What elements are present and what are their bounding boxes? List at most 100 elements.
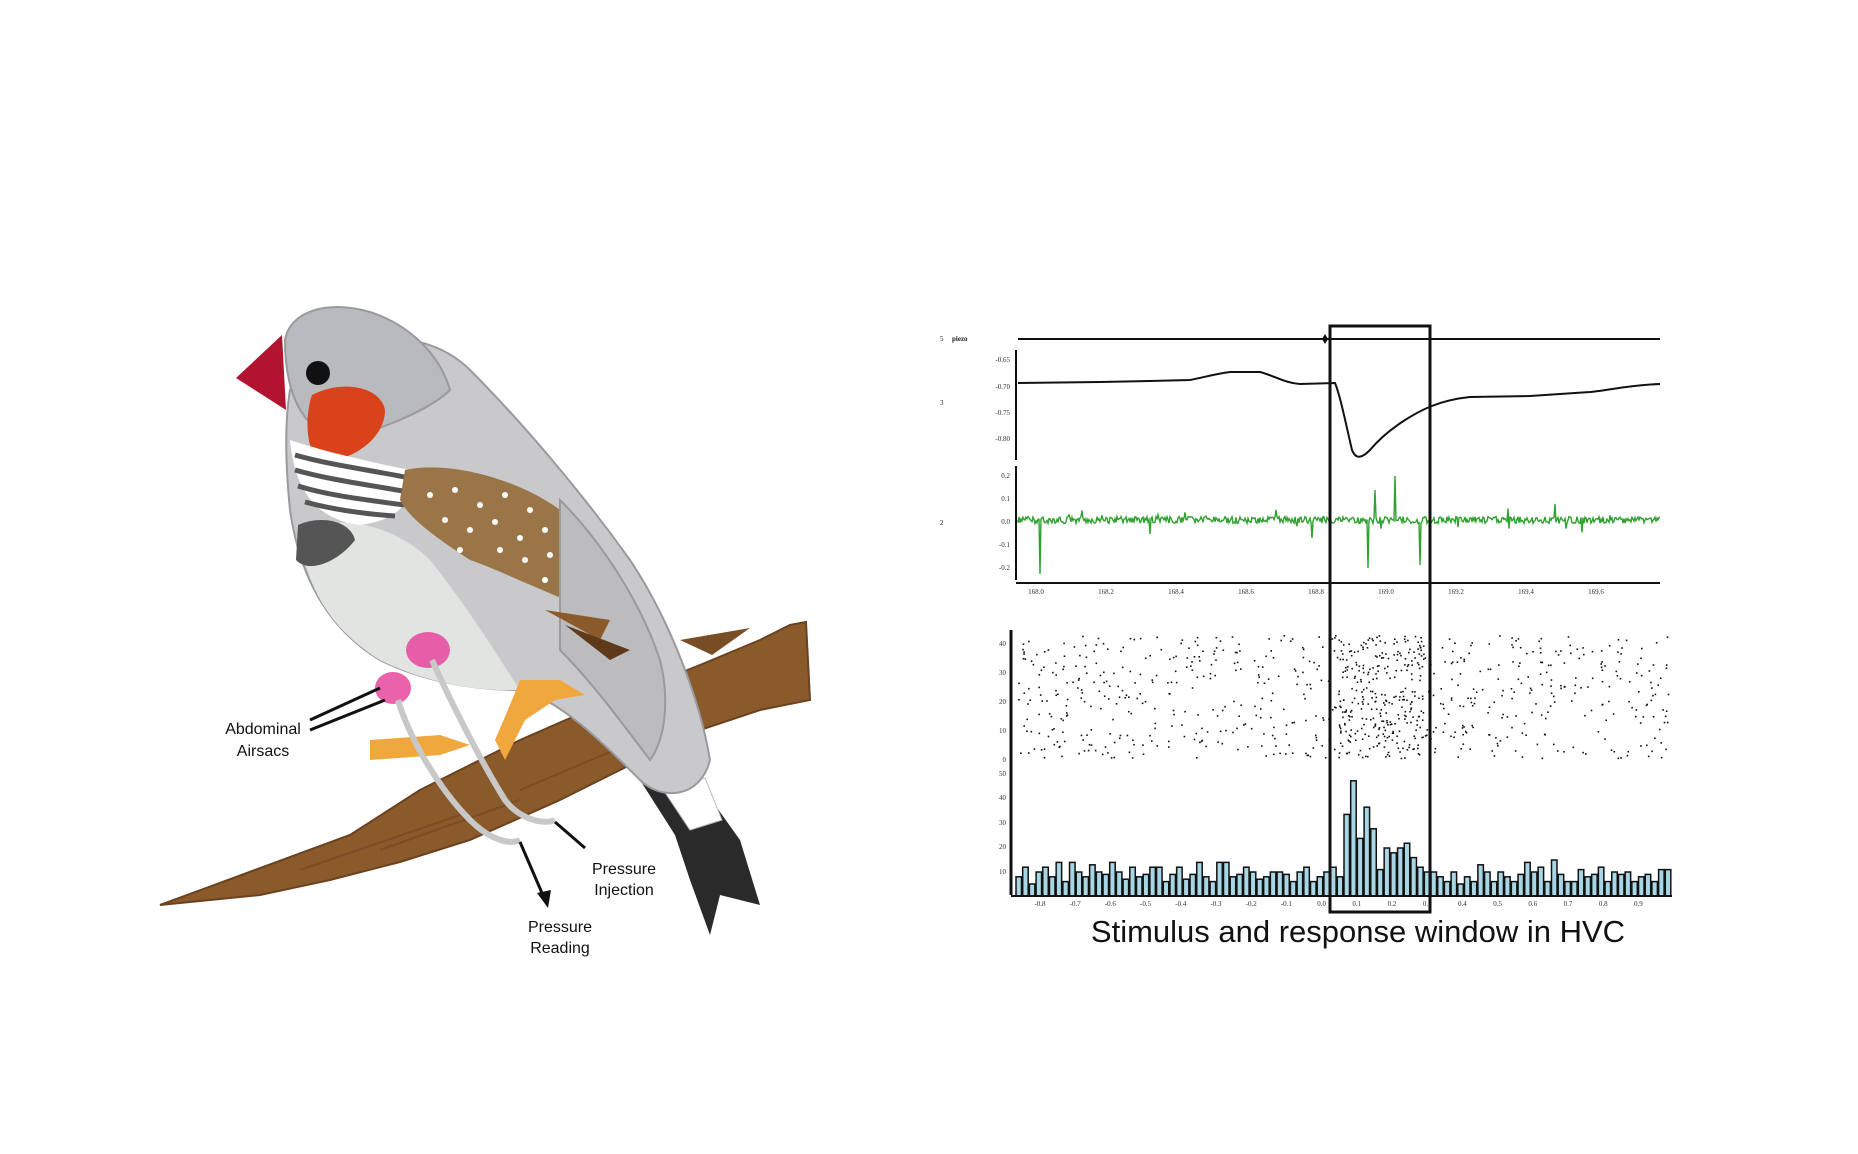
raster-spike [1201, 727, 1203, 730]
psth-bar [1644, 873, 1652, 897]
raster-spike [1487, 668, 1490, 671]
raster-spike [1379, 640, 1382, 642]
raster-spike [1417, 641, 1419, 643]
psth-bar [1242, 866, 1250, 897]
hvc-tick-0: 0.2 [1001, 472, 1010, 480]
raster-spike [1370, 708, 1373, 711]
raster-spike [1107, 752, 1109, 754]
raster-spike [1038, 713, 1040, 716]
raster-spike [1657, 684, 1659, 686]
psth-bar [1149, 866, 1157, 897]
raster-spike [1412, 748, 1414, 751]
raster-tick-3: 10 [999, 727, 1007, 735]
raster-spike [1383, 702, 1385, 704]
raster-spike [1342, 644, 1345, 646]
raster-spike [1641, 647, 1643, 650]
raster-spike [1515, 640, 1517, 642]
raster-spike [1557, 654, 1560, 656]
raster-spike [1371, 697, 1373, 699]
raster-spike [1036, 653, 1038, 656]
raster-spike [1183, 735, 1186, 738]
raster-spike [1020, 752, 1022, 754]
hvc-trace [1017, 475, 1661, 575]
raster-spike [1056, 741, 1059, 743]
raster-spike [1454, 731, 1456, 733]
raster-spike [1460, 748, 1462, 750]
raster-spike [1400, 669, 1403, 672]
psth-bar [1276, 871, 1284, 897]
psth-bar [1062, 880, 1070, 897]
reading-label-1: Pressure [528, 919, 592, 936]
hvc-tick-1: 0.1 [1001, 495, 1010, 503]
raster-spike [1316, 668, 1318, 671]
raster-spike [1342, 716, 1344, 719]
raster-spike [1361, 717, 1364, 720]
raster-spike [1664, 715, 1667, 718]
raster-spike [1335, 707, 1337, 709]
raster-spike [1253, 660, 1256, 662]
raster-spike [1396, 641, 1398, 643]
raster-spike [1376, 677, 1378, 680]
raster-spike [1397, 747, 1400, 750]
raster-spike [1419, 647, 1422, 649]
raster-spike [1621, 647, 1623, 649]
raster-spike [1356, 681, 1359, 683]
raster-spike [1118, 737, 1121, 740]
raster-spike [1582, 751, 1584, 754]
raster-spike [1628, 700, 1630, 703]
raster-spike [1023, 653, 1025, 655]
raster-spike [1307, 754, 1309, 757]
raster-spike [1172, 656, 1175, 659]
raster-spike [1160, 648, 1163, 651]
raster-spike [1167, 682, 1169, 684]
raster-spike [1626, 754, 1629, 757]
raster-spike [1362, 671, 1365, 674]
raster-spike [1355, 664, 1358, 666]
psth-bar [1222, 861, 1230, 897]
foot-right [495, 680, 585, 760]
raster-spike [1222, 649, 1225, 652]
raster-spike [1043, 748, 1046, 750]
raster-spike [1378, 728, 1380, 730]
raster-spike [1023, 651, 1025, 653]
psth-bar [1303, 866, 1311, 897]
psth-bar [1108, 861, 1116, 897]
raster-spike [1472, 726, 1474, 729]
raster-spike [1375, 708, 1378, 711]
raster-spike [1511, 726, 1513, 729]
raster-spike [1291, 722, 1294, 724]
raster-spike [1186, 657, 1189, 659]
raster-spike [1257, 681, 1259, 684]
psth-bar [1195, 861, 1203, 897]
airsac-lower [375, 672, 411, 704]
raster-spike [1210, 663, 1213, 666]
raster-spike [1404, 658, 1407, 660]
cheek-patch [307, 386, 385, 462]
spotted-flank [400, 467, 597, 610]
raster-spike [1404, 635, 1406, 638]
raster-spike [1322, 646, 1324, 648]
raster-spike [1373, 726, 1375, 729]
raster-spike [1399, 751, 1401, 753]
raster-spike [1464, 730, 1467, 733]
raster-spike [1497, 745, 1499, 747]
raster-spike [1414, 695, 1416, 697]
time-tick-2: 168.4 [1168, 588, 1184, 596]
raster-spike [1383, 726, 1385, 729]
time-tick-6: 169.2 [1448, 588, 1464, 596]
raster-spike [1079, 654, 1081, 657]
raster-spike [1360, 644, 1363, 647]
raster-spike [1238, 643, 1240, 646]
time-tick-3: 168.6 [1238, 588, 1254, 596]
raster-spike [1360, 678, 1362, 681]
raster-spike [1122, 646, 1124, 649]
psth-bar [1082, 876, 1090, 897]
raster-spike [1451, 661, 1454, 663]
raster-spike [1381, 657, 1383, 659]
raster-spike [1060, 718, 1063, 720]
raster-spike [1608, 700, 1610, 703]
raster-spike [1077, 687, 1079, 689]
raster-spike [1665, 667, 1668, 669]
raster-spike [1213, 650, 1216, 653]
raster-spike [1175, 655, 1177, 658]
